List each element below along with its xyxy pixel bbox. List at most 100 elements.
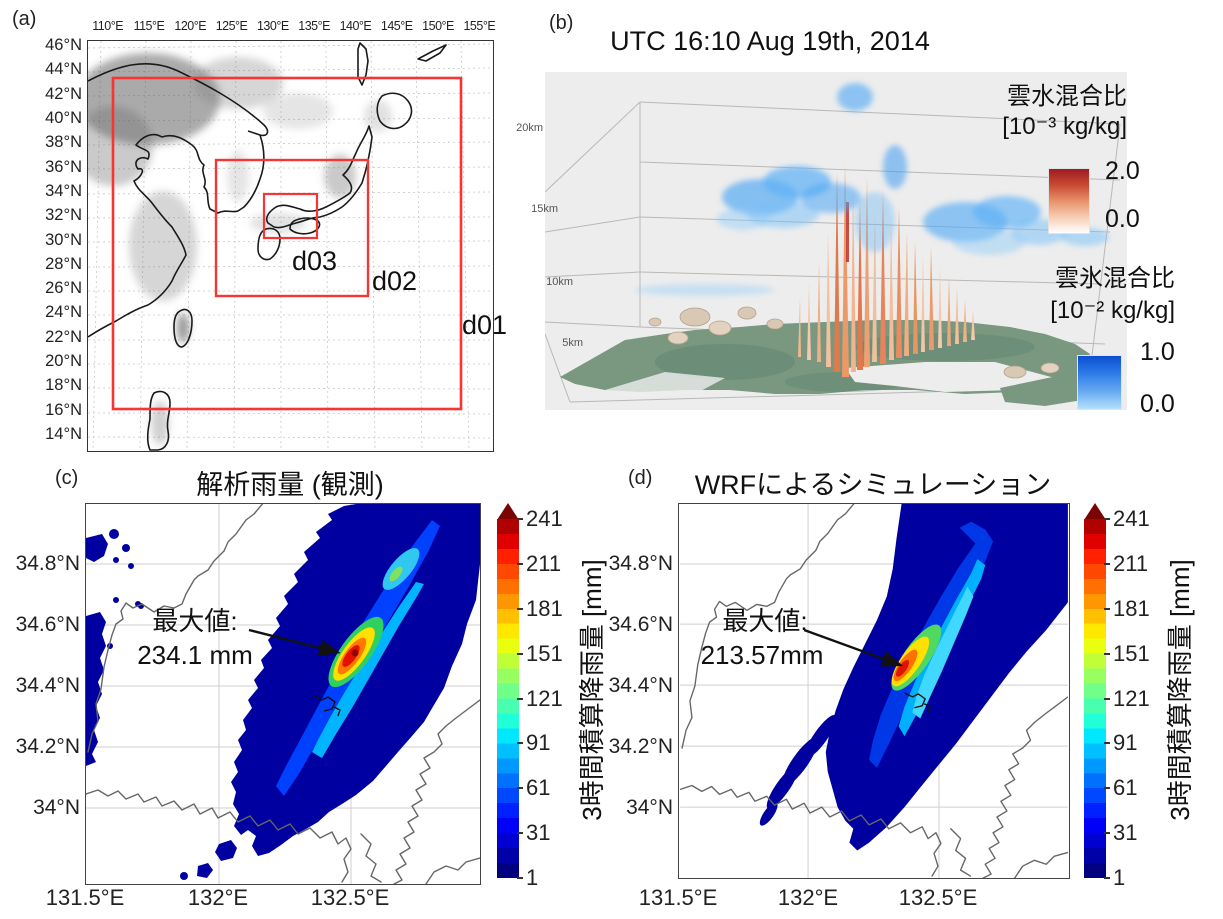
panel-a-lon-axis: 110°E 115°E 120°E 125°E 130°E 135°E 140°…: [87, 19, 500, 33]
panel-c-colorbar: [497, 519, 519, 878]
rainband-simulated: [759, 504, 1068, 851]
panel-d-label: (d): [628, 467, 653, 489]
cbar-tick: 91: [517, 731, 563, 755]
panel-a-lat-axis: 46°N 44°N 42°N 40°N 38°N 36°N 34°N 32°N …: [10, 34, 82, 445]
lon-tick: 120°E: [174, 19, 207, 33]
domain-box-d01: [111, 76, 463, 411]
lat-tick: 42°N: [45, 84, 82, 103]
panel-c-lat-34: 34°N: [33, 796, 80, 819]
domain-label-d02: d02: [372, 266, 418, 296]
panel-d-lon-131.5: 131.5°E: [638, 885, 718, 910]
lat-tick: 38°N: [45, 133, 82, 152]
water-cloud-blobs: [635, 83, 1109, 296]
domain-label-d03: d03: [292, 246, 338, 276]
cloud-3d-visualization: [545, 72, 1127, 410]
annotation-arrow: [248, 628, 341, 657]
panel-c-lon-132.5: 132.5°E: [310, 885, 390, 910]
lon-tick: 125°E: [215, 19, 248, 33]
panel-c-title: 解析雨量 (観測): [196, 470, 384, 500]
cbar-tick: 211: [1104, 550, 1149, 576]
cbar-tick: 151: [517, 640, 563, 666]
lat-tick: 28°N: [45, 254, 82, 273]
cbar-tick: 1: [1104, 866, 1150, 890]
lon-tick: 130°E: [256, 19, 289, 33]
lat-tick: 14°N: [45, 425, 82, 443]
cbar-tick: 61: [517, 776, 563, 800]
legend-ice-max: 1.0: [1140, 338, 1175, 366]
cbar-tick: 241: [517, 506, 563, 531]
height-tick-10km: 10km: [546, 276, 573, 288]
panel-d-annotation-label: 最大値:: [722, 606, 808, 636]
lat-tick: 34°N: [45, 181, 82, 200]
panel-c-label: (c): [55, 467, 79, 489]
lat-tick: 32°N: [45, 206, 82, 225]
height-tick-15km: 15km: [531, 203, 558, 215]
lon-tick: 150°E: [422, 19, 454, 33]
legend-water-units: [10⁻³ kg/kg]: [1002, 113, 1127, 140]
panel-c-colorbar-arrow: [497, 503, 519, 520]
coastline-east-asia: [88, 42, 447, 451]
annotation-arrow: [803, 628, 904, 667]
panel-c-lon-132: 132°E: [187, 885, 249, 910]
cbar-tick: 121: [1104, 685, 1150, 711]
panel-c-max-value: 234.1 mm: [137, 640, 253, 670]
lon-tick: 135°E: [298, 19, 330, 33]
legend-ice-units: [10⁻² kg/kg]: [1050, 297, 1175, 324]
panel-c-lat-34.6: 34.6°N: [15, 613, 80, 636]
height-tick-5km: 5km: [562, 337, 583, 349]
lat-tick: 24°N: [45, 303, 82, 322]
lat-tick: 44°N: [45, 60, 82, 79]
ice-cloud-blobs: [648, 306, 1060, 379]
panel-c-annotation-label: 最大値:: [152, 606, 238, 636]
panel-c-lat-34.8: 34.8°N: [15, 552, 80, 575]
panel-d-max-value: 213.57mm: [700, 640, 824, 670]
cbar-tick: 91: [1104, 731, 1150, 755]
legend-ice-title: 雲氷混合比: [1055, 265, 1175, 292]
lat-tick: 26°N: [45, 279, 82, 298]
legend-water-min: 0.0: [1105, 205, 1140, 233]
panel-d-colorbar-label: 3時間積算降雨量 [mm]: [1165, 559, 1195, 821]
lat-tick: 30°N: [45, 230, 82, 249]
domain-box-d02: [214, 158, 370, 298]
terrain-shading: [88, 53, 392, 445]
panel-d-lon-132.5: 132.5°E: [898, 885, 978, 910]
cbar-tick: 241: [1104, 506, 1150, 531]
cbar-tick: 31: [517, 821, 563, 845]
cbar-tick: 181: [517, 595, 563, 621]
panel-d-lat-34: 34°N: [626, 796, 673, 819]
legend-ice-min: 0.0: [1140, 390, 1175, 418]
simulated-rainfall-map: [678, 503, 1070, 879]
lon-tick: 145°E: [380, 19, 413, 33]
lon-tick: 115°E: [133, 19, 165, 33]
lat-tick: 46°N: [45, 36, 82, 54]
lat-tick: 20°N: [45, 352, 82, 371]
observed-rainfall-map: [85, 503, 481, 885]
lon-tick: 140°E: [339, 19, 372, 33]
panel-d-lat-34.2: 34.2°N: [608, 735, 673, 758]
domain-box-d03: [262, 192, 319, 240]
panel-c-lat-34.4: 34.4°N: [15, 674, 80, 697]
lat-tick: 40°N: [45, 108, 82, 127]
lat-tick: 16°N: [45, 400, 82, 419]
lon-tick: 155°E: [463, 19, 496, 33]
panel-d-lon-132: 132°E: [777, 885, 839, 910]
panel-b-label: (b): [549, 12, 574, 34]
height-tick-20km: 20km: [516, 122, 543, 134]
cbar-tick: 121: [517, 685, 563, 711]
lat-tick: 18°N: [45, 376, 82, 395]
cbar-tick: 61: [1104, 776, 1150, 800]
cbar-tick: 211: [517, 550, 562, 576]
domain-boxes: [111, 76, 463, 411]
panel-c-colorbar-ticks: 241 211 181 151 121 91 61 31 1: [517, 506, 563, 890]
cbar-tick: 1: [517, 866, 563, 890]
legend-ice-swatch: [1077, 355, 1122, 410]
lat-tick: 36°N: [45, 157, 82, 176]
panel-a-label: (a): [12, 8, 37, 30]
cbar-tick: 181: [1104, 595, 1150, 621]
legend-water-title: 雲水混合比: [1007, 83, 1127, 110]
panel-d-lat-34.8: 34.8°N: [608, 552, 673, 575]
panel-d-lat-34.4: 34.4°N: [608, 674, 673, 697]
panel-d-colorbar-arrow: [1084, 503, 1106, 520]
convective-columns: [798, 164, 975, 377]
